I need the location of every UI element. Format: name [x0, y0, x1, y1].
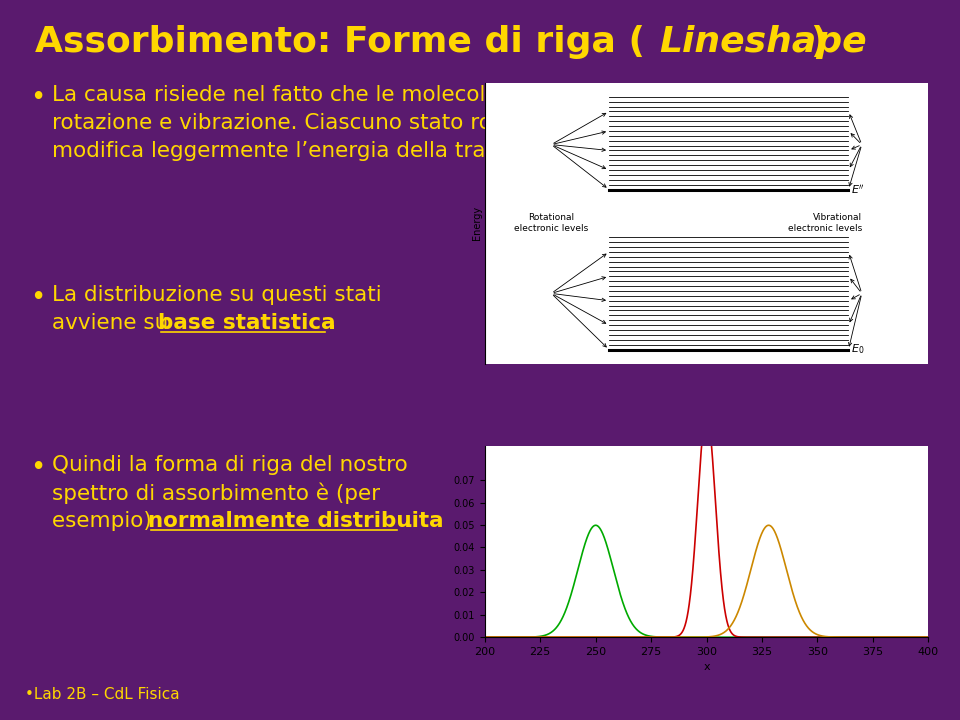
Text: normalmente distribuita: normalmente distribuita	[148, 511, 444, 531]
Text: spettro di assorbimento è (per: spettro di assorbimento è (per	[52, 483, 380, 505]
Text: •: •	[30, 455, 45, 481]
Y-axis label: Energy: Energy	[472, 206, 482, 240]
Text: modifica leggermente l’energia della transizione.: modifica leggermente l’energia della tra…	[52, 141, 580, 161]
Text: Assorbimento: Forme di riga (: Assorbimento: Forme di riga (	[35, 25, 645, 59]
Text: rotazione e vibrazione. Ciascuno stato rotazionale o vibrazionale: rotazione e vibrazione. Ciascuno stato r…	[52, 113, 747, 133]
Text: .: .	[328, 313, 336, 333]
Text: Vibrational
electronic levels: Vibrational electronic levels	[787, 214, 862, 233]
Text: avviene su: avviene su	[52, 313, 176, 333]
Text: La causa risiede nel fatto che le molecole sono in continua: La causa risiede nel fatto che le moleco…	[52, 85, 684, 105]
Text: Quindi la forma di riga del nostro: Quindi la forma di riga del nostro	[52, 455, 408, 475]
Text: base statistica: base statistica	[158, 313, 336, 333]
Text: Lineshape: Lineshape	[659, 25, 867, 59]
Text: Rotational
electronic levels: Rotational electronic levels	[515, 214, 588, 233]
Text: •: •	[30, 85, 45, 111]
Text: •: •	[30, 285, 45, 311]
Text: $E^{\prime\prime}$: $E^{\prime\prime}$	[851, 183, 865, 196]
Text: .: .	[400, 511, 414, 531]
Text: esempio): esempio)	[52, 511, 158, 531]
Text: ): )	[810, 25, 827, 59]
X-axis label: x: x	[704, 662, 709, 672]
Text: $E_0$: $E_0$	[851, 343, 864, 356]
Text: La distribuzione su questi stati: La distribuzione su questi stati	[52, 285, 382, 305]
Text: •Lab 2B – CdL Fisica: •Lab 2B – CdL Fisica	[25, 687, 180, 702]
